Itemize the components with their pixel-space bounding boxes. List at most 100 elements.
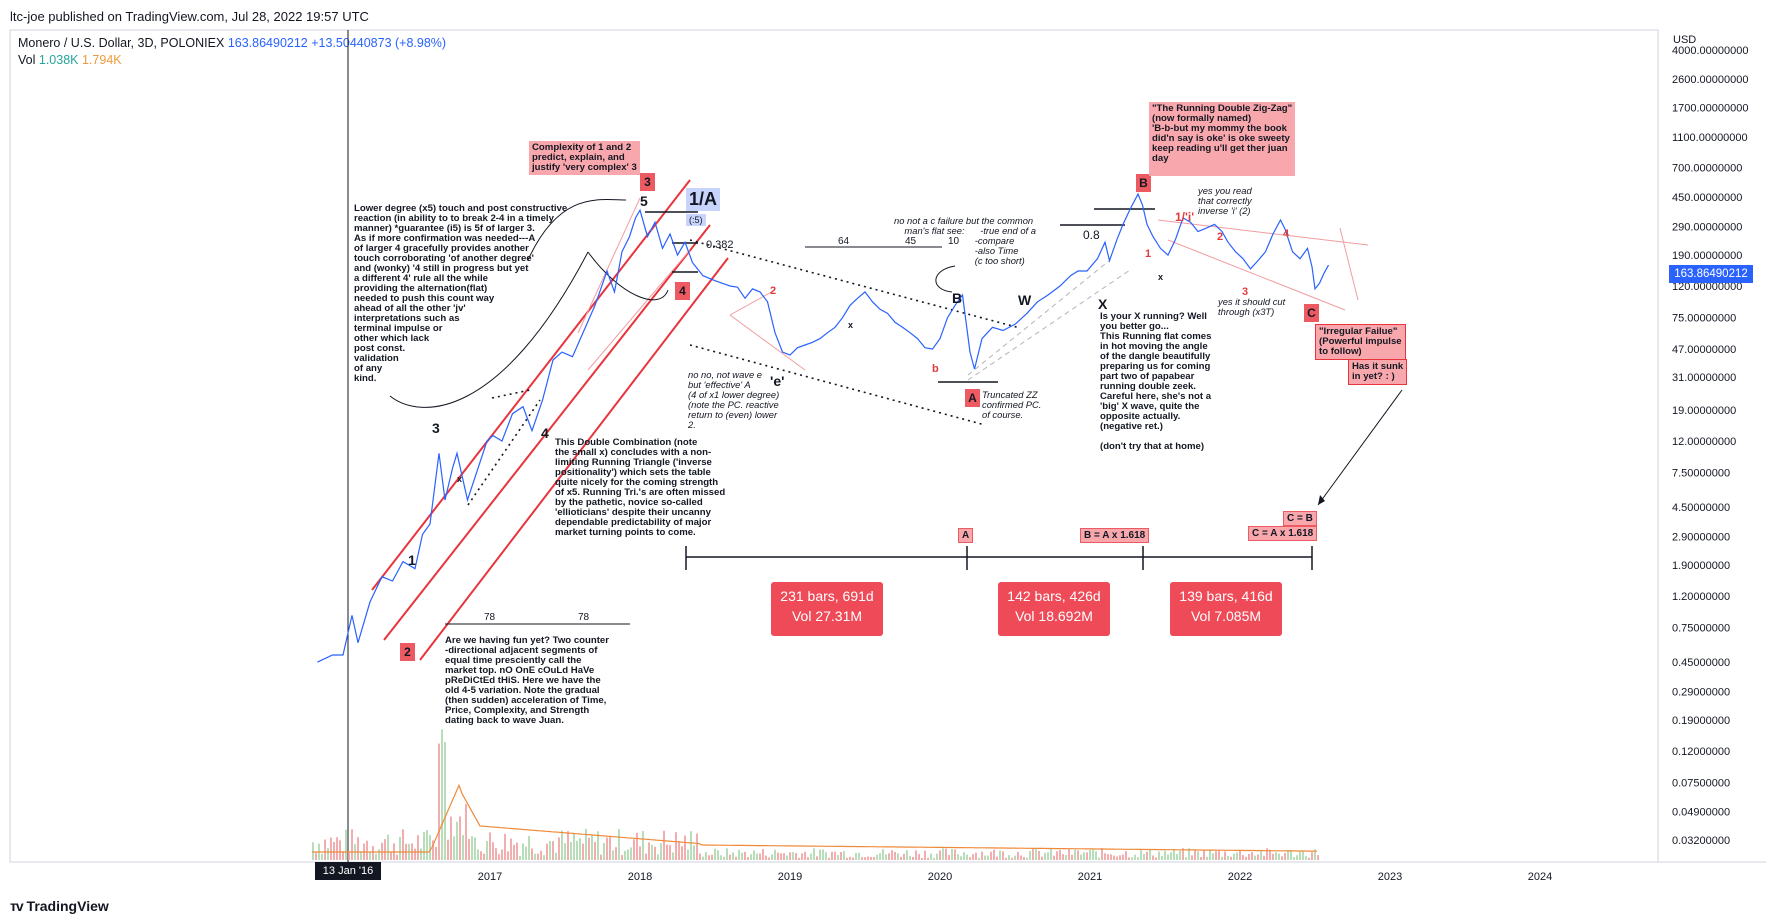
time-count-45: 45 (905, 236, 917, 247)
wave-label-4: 4 (541, 425, 549, 441)
volume-value: 1.038K (38, 53, 79, 67)
current-price-label: 163.86490212 (1669, 265, 1753, 283)
fib-label-c: C = A x 1.618 (1248, 526, 1318, 541)
price-tick-label: 0.03200000 (1672, 835, 1730, 847)
minor-label-1i: 1/'i' (1175, 210, 1195, 224)
arrow-head (1318, 495, 1325, 505)
minor-label-3: 3 (1242, 286, 1249, 298)
price-tick-label: 2600.00000000 (1672, 74, 1748, 86)
wave-tag-4: 4 (675, 282, 690, 300)
chart-legend: Monero / U.S. Dollar, 3D, POLONIEX 163.8… (18, 35, 446, 69)
price-tick-label: 19.00000000 (1672, 405, 1736, 417)
price-tick-label: 290.00000000 (1672, 222, 1742, 234)
time-arrows (389, 199, 1403, 625)
triangle-lines (467, 239, 1021, 506)
time-tick-label: 2021 (1078, 871, 1102, 883)
wave-label-sub5: (:5) (686, 214, 706, 226)
wave-label-w: W (1018, 292, 1032, 308)
price-tick-label: 0.04900000 (1672, 806, 1730, 818)
fib-label-b: B = A x 1.618 (1080, 528, 1150, 543)
minor-label-2b: 2 (1217, 231, 1224, 243)
price-tick-label: 47.00000000 (1672, 344, 1736, 356)
price-tick-label: 0.07500000 (1672, 778, 1730, 790)
price-tick-label: 0.19000000 (1672, 715, 1730, 727)
price-tick-label: 12.00000000 (1672, 436, 1736, 448)
wave-tag-3: 3 (640, 173, 655, 191)
price-tick-label: 4000.00000000 (1672, 45, 1748, 57)
minor-label-1: 1 (1145, 248, 1152, 260)
tradingview-logo-icon: ᴛᴠ (10, 898, 24, 914)
time-tick-label: 2023 (1378, 871, 1402, 883)
segment-vol-1: Vol 27.31M (791, 608, 863, 624)
price-tick-label: 0.12000000 (1672, 746, 1730, 758)
segment-bars-2: 142 bars, 426d (1007, 588, 1101, 604)
time-count-10: 10 (948, 236, 960, 247)
note-fun: Are we having fun yet? Two counter -dire… (445, 635, 609, 726)
note-complexity: Complexity of 1 and 2 predict, explain, … (529, 141, 640, 175)
tradingview-brand[interactable]: ᴛᴠ TradingView (10, 898, 109, 914)
minor-label-x: x (848, 320, 854, 330)
wave-label-b: B (952, 290, 963, 306)
volume-ma-line (312, 783, 1318, 853)
wave-tag-a: A (965, 389, 980, 407)
time-count-64: 64 (838, 236, 850, 247)
fib-label-c-eq-b: C = B (1283, 511, 1317, 526)
price-tick-label: 1.90000000 (1672, 560, 1730, 572)
fib-0382: 0.382 (706, 239, 734, 251)
segment-bars-3: 139 bars, 416d (1179, 588, 1273, 604)
note-yes-read: yes you read that correctly inverse 'i' … (1198, 185, 1252, 216)
time-tick-label: 2024 (1528, 871, 1552, 883)
segment-vol-3: Vol 7.085M (1190, 608, 1262, 624)
time-tick-label: 2019 (778, 871, 802, 883)
pane-border (9, 29, 1659, 863)
price-axis-ticks: 4000.00000000 2600.00000000 1700.00000000 1… (1672, 45, 1748, 847)
wave-label-e: 'e' (770, 373, 785, 389)
impulse-channel (371, 179, 729, 661)
fib-label-a: A (958, 528, 974, 543)
price-tick-label: 31.00000000 (1672, 372, 1736, 384)
wave-tag-2: 2 (400, 643, 415, 661)
inner-channel (577, 197, 1369, 371)
price-tick-label: 75.00000000 (1672, 313, 1736, 325)
time-count-78a: 78 (484, 612, 496, 623)
note-truncated: Truncated ZZ confirmed PC. of course. (982, 389, 1042, 420)
time-axis-ticks: 2017 2018 2019 2020 2021 2022 2023 2024 (478, 871, 1552, 883)
price-tick-label: 1700.00000000 (1672, 103, 1748, 115)
minor-label-b: b (932, 363, 939, 375)
price-tick-label: 0.29000000 (1672, 687, 1730, 699)
segment-bars-1: 231 bars, 691d (780, 588, 874, 604)
symbol-row: Monero / U.S. Dollar, 3D, POLONIEX 163.8… (18, 35, 446, 52)
tradingview-brand-name: TradingView (26, 898, 109, 914)
price-change: +13.50440873 (+8.98%) (311, 36, 447, 50)
note-lower-degree: Lower degree (x5) touch and post constru… (354, 203, 568, 384)
time-count-78b: 78 (578, 612, 590, 623)
note-irregular: "Irregular Failue" (Powerful impulse to … (1315, 324, 1406, 360)
last-price: 163.86490212 (227, 36, 308, 50)
price-tick-label: 0.75000000 (1672, 623, 1730, 635)
symbol-name[interactable]: Monero / U.S. Dollar, 3D, POLONIEX (18, 36, 225, 50)
price-tick-label: 1.20000000 (1672, 591, 1730, 603)
minor-label-x2: x (457, 474, 463, 484)
price-tick-label: 1100.00000000 (1672, 132, 1748, 144)
note-x-running: Is your X running? Well you better go...… (1100, 311, 1212, 452)
price-tick-label: 2.90000000 (1672, 532, 1730, 544)
segment-box-3: 139 bars, 416d Vol 7.085M (1170, 582, 1282, 636)
wave-label-3: 3 (432, 420, 440, 436)
volume-row: Vol 1.038K 1.794K (18, 52, 446, 69)
wave-label-1a: 1/A (686, 188, 721, 211)
price-tick-label: 700.00000000 (1672, 162, 1742, 174)
note-no-wave-e: no no, not wave e but 'effective' A (4 o… (688, 369, 780, 430)
wave-label-1: 1 (408, 552, 416, 568)
note-sunk: Has it sunk in yet? : ) (1348, 359, 1408, 385)
time-tick-label: 2020 (928, 871, 952, 883)
fib-08: 0.8 (1083, 228, 1100, 242)
volume-bars (312, 729, 1319, 860)
dashed-guides (967, 259, 1131, 381)
time-tick-label: 2018 (628, 871, 652, 883)
time-tick-label: 2017 (478, 871, 502, 883)
note-running-zz: "The Running Double Zig-Zag" (now formal… (1149, 102, 1296, 176)
wave-tag-c: C (1304, 304, 1319, 322)
note-cut-through: yes it should cut through (x3T) (1218, 296, 1286, 317)
minor-label-2: 2 (770, 285, 777, 297)
